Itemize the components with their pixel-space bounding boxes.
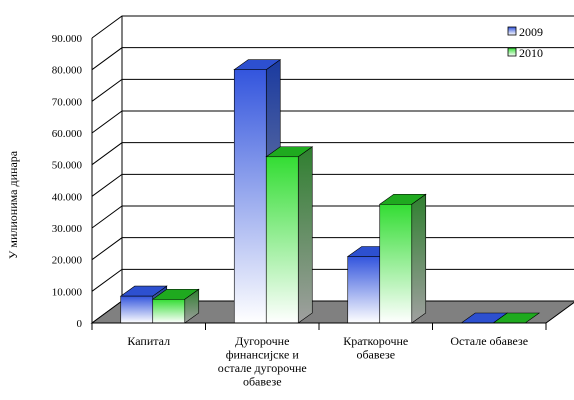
legend-swatch bbox=[507, 26, 517, 36]
gridline bbox=[91, 237, 574, 261]
y-tick-label: 70.000 bbox=[52, 96, 83, 108]
y-tick-label: 10.000 bbox=[52, 286, 83, 298]
y-tick-label: 0 bbox=[77, 318, 83, 330]
x-category-label-line: Дугорочне bbox=[235, 334, 289, 348]
legend: 2009 2010 bbox=[507, 25, 543, 60]
bar-top bbox=[265, 146, 314, 158]
bar-front bbox=[379, 203, 413, 324]
gridlines bbox=[91, 15, 574, 324]
x-category-label: Остале обавезе bbox=[450, 334, 528, 348]
y-tick-label: 60.000 bbox=[52, 128, 83, 140]
bar-2010 bbox=[151, 288, 200, 324]
bar-front bbox=[233, 69, 267, 324]
x-category-label-line: остале дугорочне bbox=[218, 361, 307, 375]
gridline bbox=[91, 173, 574, 197]
y-axis-ticks: 0 10.000 20.000 30.000 40.000 50.000 60.000 70.… bbox=[52, 33, 83, 330]
y-tick-label: 50.000 bbox=[52, 160, 83, 172]
x-category-label-line: Капитал bbox=[127, 334, 170, 348]
gridline bbox=[91, 78, 574, 102]
x-category-label-line: финансијске и bbox=[226, 348, 300, 362]
x-category-label: Дугорочне финансијске и остале дугорочне об… bbox=[218, 334, 307, 389]
y-tick-label: 80.000 bbox=[52, 65, 83, 77]
y-tick-label: 40.000 bbox=[52, 191, 83, 203]
y-tick-label: 20.000 bbox=[52, 255, 83, 267]
y-tick-label: 90.000 bbox=[52, 33, 83, 45]
legend-swatch bbox=[507, 47, 517, 57]
x-category-label: Краткорочне обавезе bbox=[343, 334, 408, 362]
x-category-label-line: Краткорочне bbox=[343, 334, 408, 348]
x-category-label-line: Остале обавезе bbox=[450, 334, 528, 348]
x-category-label: Капитал bbox=[127, 334, 170, 348]
bar-2010 bbox=[265, 146, 314, 324]
bars bbox=[119, 59, 541, 324]
gridline bbox=[91, 15, 574, 39]
legend-label: 2009 bbox=[519, 25, 543, 39]
bar-2010 bbox=[378, 193, 427, 324]
y-axis-label: У милионима динара bbox=[6, 150, 20, 259]
bar-side bbox=[411, 193, 427, 324]
bar-top bbox=[119, 285, 168, 297]
x-category-label-line: обавезе bbox=[356, 348, 395, 362]
bar-side bbox=[297, 146, 313, 324]
legend-label: 2010 bbox=[519, 46, 543, 60]
x-category-label-line: обавезе bbox=[243, 375, 282, 389]
x-axis-labels: Капитал Дугорочне финансијске и остале дуго… bbox=[91, 322, 547, 389]
bar-front bbox=[265, 156, 299, 324]
bar-top bbox=[151, 288, 200, 300]
gridline bbox=[91, 110, 574, 134]
gridline bbox=[91, 47, 574, 71]
bar-front bbox=[152, 298, 186, 324]
bar-front bbox=[347, 256, 381, 324]
gridline bbox=[91, 205, 574, 229]
bar-top bbox=[378, 193, 427, 205]
y-tick-label: 30.000 bbox=[52, 223, 83, 235]
gridline bbox=[91, 142, 574, 166]
bar-top bbox=[233, 59, 282, 70]
bar-front bbox=[120, 295, 154, 324]
